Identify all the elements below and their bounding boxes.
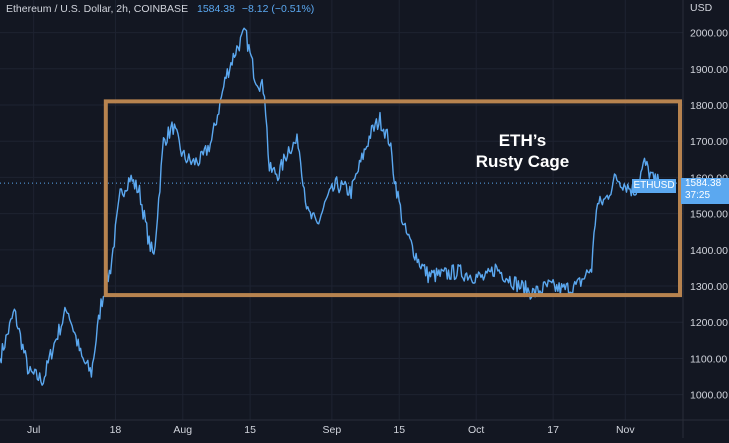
y-tick-label-3: 1700.00	[690, 136, 728, 148]
currency-label: USD	[690, 2, 713, 14]
price-series-line	[0, 27, 660, 386]
x-tick-label-7: 17	[547, 424, 559, 436]
range-box	[103, 99, 683, 298]
y-tick-label-7: 1300.00	[690, 281, 728, 293]
y-tick-label-10: 1000.00	[690, 390, 728, 402]
last-price-value: 1584.38	[685, 178, 722, 189]
legend-last-price: 1584.38	[197, 3, 235, 15]
y-tick-label-6: 1400.00	[690, 245, 728, 257]
x-tick-label-3: 15	[244, 424, 256, 436]
legend-symbol: Ethereum / U.S. Dollar, 2h, COINBASE	[6, 3, 189, 15]
y-tick-label-0: 2000.00	[690, 28, 728, 40]
symbol-price-tag: ETHUSD	[632, 179, 676, 193]
y-tick-label-8: 1200.00	[690, 317, 728, 329]
x-tick-label-1: 18	[110, 424, 122, 436]
y-tick-label-9: 1100.00	[690, 353, 727, 365]
annotation-line-1: ETH’s	[498, 131, 547, 150]
chart-annotation: ETH’s Rusty Cage	[455, 130, 590, 172]
annotation-line-2: Rusty Cage	[475, 152, 570, 171]
y-tick-label-2: 1800.00	[690, 100, 728, 112]
legend-change: −8.12 (−0.51%)	[241, 3, 315, 15]
last-price-tag: 1584.38 37:25	[681, 178, 729, 204]
x-tick-label-0: Jul	[27, 424, 40, 436]
bar-countdown: 37:25	[685, 190, 711, 201]
chart-legend: Ethereum / U.S. Dollar, 2h, COINBASE 158…	[6, 3, 314, 15]
x-tick-label-6: Oct	[468, 424, 484, 436]
x-tick-label-5: 15	[393, 424, 405, 436]
x-tick-label-2: Aug	[173, 424, 192, 436]
y-tick-label-5: 1500.00	[690, 209, 728, 221]
y-tick-label-1: 1900.00	[690, 64, 728, 76]
x-tick-label-4: Sep	[323, 424, 342, 436]
x-tick-label-8: Nov	[616, 424, 635, 436]
